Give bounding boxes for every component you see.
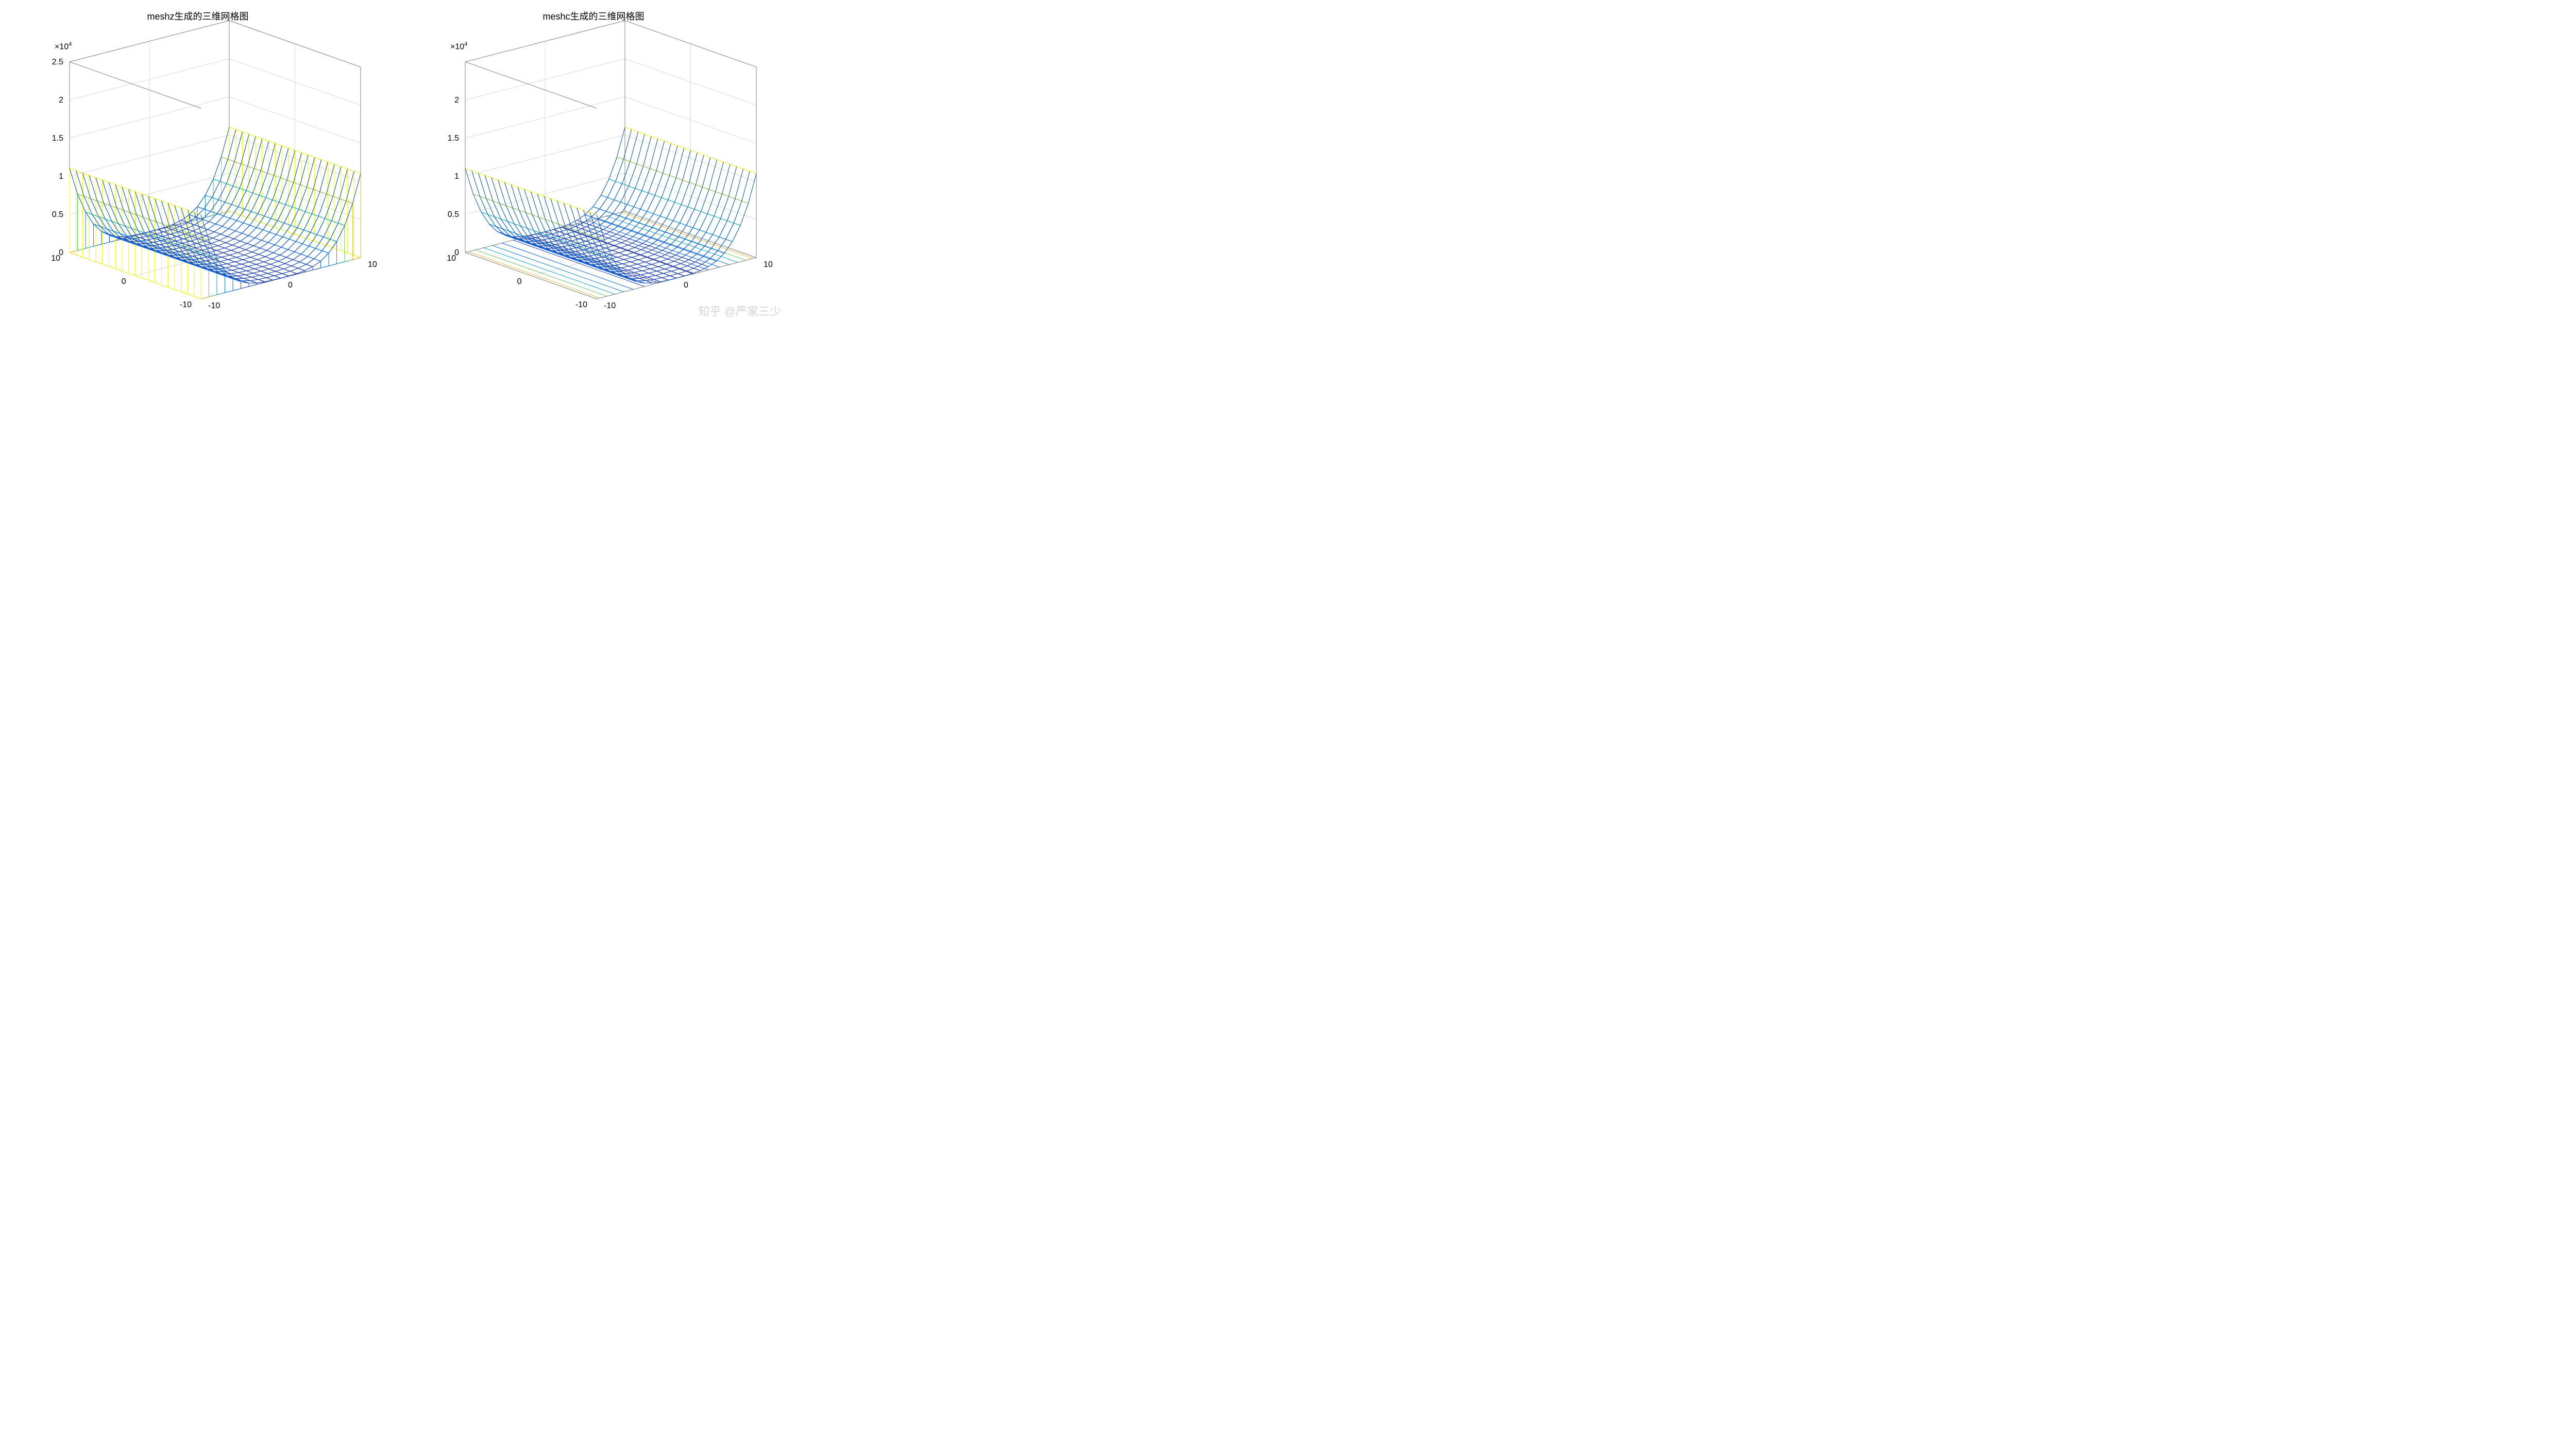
svg-text:2.5: 2.5	[52, 58, 63, 66]
svg-text:0: 0	[122, 277, 126, 286]
mesh-surface-right	[465, 127, 756, 283]
svg-text:10: 10	[447, 254, 456, 263]
subplot-meshc: meshc生成的三维网格图 ×104 00.511.52-10010-10010	[396, 0, 791, 323]
svg-text:0.5: 0.5	[448, 210, 459, 219]
svg-text:1: 1	[454, 172, 459, 181]
svg-text:1: 1	[59, 172, 63, 181]
svg-text:1.5: 1.5	[52, 134, 63, 143]
axes-3d-left: 00.511.522.5-10010-10010	[0, 0, 396, 323]
svg-text:-10: -10	[180, 300, 192, 309]
svg-text:-10: -10	[575, 300, 587, 309]
svg-text:10: 10	[368, 260, 377, 269]
svg-text:1.5: 1.5	[448, 134, 459, 143]
svg-text:10: 10	[764, 260, 773, 269]
svg-text:10: 10	[51, 254, 60, 263]
svg-text:2: 2	[454, 96, 459, 105]
svg-text:2: 2	[59, 96, 63, 105]
svg-text:0: 0	[288, 281, 293, 290]
svg-text:0: 0	[684, 281, 688, 290]
mesh-surface-left	[70, 127, 361, 299]
subplot-meshz: meshz生成的三维网格图 ×104 00.511.522.5-10010-10…	[0, 0, 396, 323]
svg-text:0.5: 0.5	[52, 210, 63, 219]
svg-text:-10: -10	[604, 301, 616, 310]
axes-3d-right: 00.511.52-10010-10010	[396, 0, 791, 323]
svg-text:0: 0	[517, 277, 522, 286]
svg-text:-10: -10	[208, 301, 220, 310]
figure: meshz生成的三维网格图 ×104 00.511.522.5-10010-10…	[0, 0, 791, 323]
